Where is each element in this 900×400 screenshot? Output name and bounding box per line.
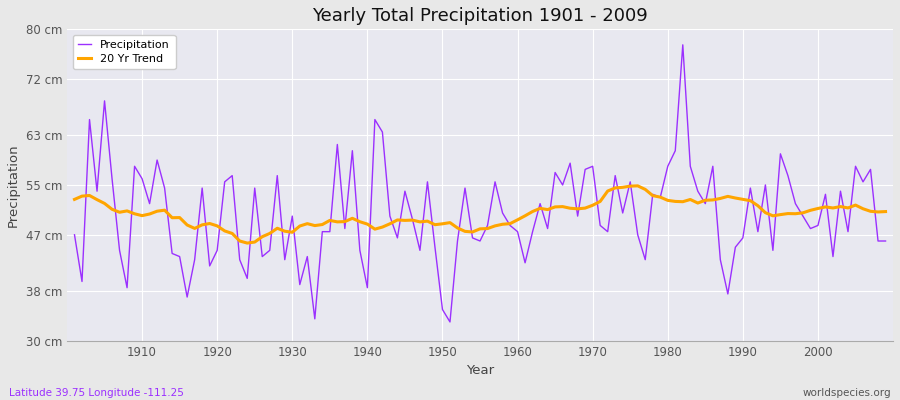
Line: 20 Yr Trend: 20 Yr Trend	[75, 186, 886, 243]
Precipitation	[678, 42, 688, 47]
Precipitation	[512, 229, 523, 234]
20 Yr Trend	[347, 216, 358, 221]
Precipitation	[294, 282, 305, 287]
X-axis label: Year: Year	[466, 364, 494, 377]
Precipitation	[519, 260, 530, 265]
Y-axis label: Precipitation: Precipitation	[7, 143, 20, 227]
Title: Yearly Total Precipitation 1901 - 2009: Yearly Total Precipitation 1901 - 2009	[312, 7, 648, 25]
Precipitation	[445, 320, 455, 324]
Text: worldspecies.org: worldspecies.org	[803, 388, 891, 398]
20 Yr Trend	[880, 209, 891, 214]
20 Yr Trend	[242, 241, 253, 246]
Precipitation	[880, 239, 891, 244]
20 Yr Trend	[512, 218, 523, 222]
20 Yr Trend	[610, 186, 621, 190]
20 Yr Trend	[69, 197, 80, 202]
Precipitation	[610, 173, 621, 178]
20 Yr Trend	[302, 221, 312, 226]
Precipitation	[339, 226, 350, 231]
Precipitation	[130, 164, 140, 169]
20 Yr Trend	[519, 213, 530, 218]
Precipitation	[69, 232, 80, 237]
Text: Latitude 39.75 Longitude -111.25: Latitude 39.75 Longitude -111.25	[9, 388, 184, 398]
20 Yr Trend	[130, 212, 140, 216]
20 Yr Trend	[633, 184, 643, 188]
Line: Precipitation: Precipitation	[75, 45, 886, 322]
Legend: Precipitation, 20 Yr Trend: Precipitation, 20 Yr Trend	[73, 35, 176, 70]
